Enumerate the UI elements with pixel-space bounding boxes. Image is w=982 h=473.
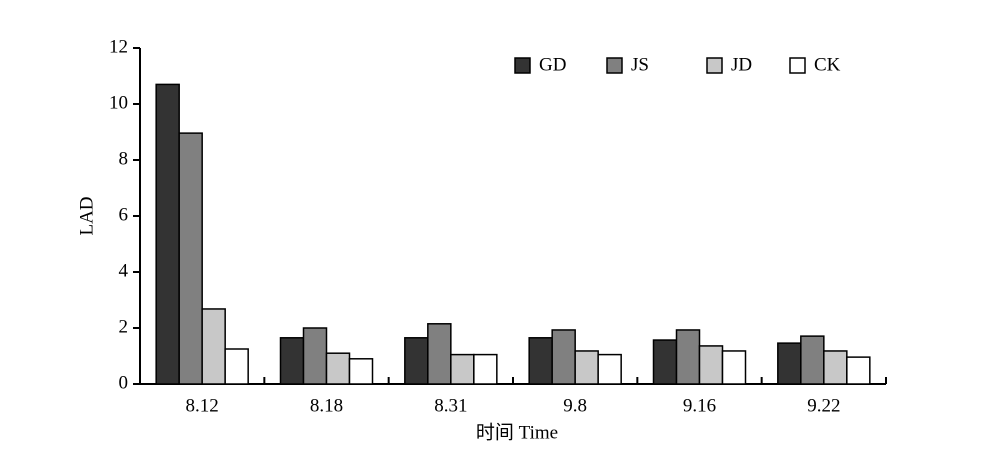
bar xyxy=(178,132,203,385)
legend-label: JD xyxy=(731,54,752,75)
bar xyxy=(404,337,429,385)
bar xyxy=(473,353,498,385)
legend-label: GD xyxy=(539,54,566,75)
y-tick-label: 2 xyxy=(119,316,129,337)
bar xyxy=(155,83,180,385)
bar xyxy=(574,350,599,385)
bar xyxy=(224,348,249,385)
x-tick-label: 8.31 xyxy=(434,395,467,416)
y-tick-label: 6 xyxy=(119,204,129,225)
y-tick-label: 0 xyxy=(119,372,129,393)
bar xyxy=(551,329,576,385)
bar xyxy=(348,358,374,385)
bar xyxy=(528,337,553,385)
x-tick-label: 8.12 xyxy=(186,395,219,416)
x-tick-label: 9.8 xyxy=(563,395,587,416)
bar xyxy=(698,345,724,385)
x-axis-label: 时间 Time xyxy=(476,421,558,443)
bar xyxy=(597,353,622,385)
y-tick-label: 4 xyxy=(119,260,129,281)
bar xyxy=(721,350,747,385)
bar xyxy=(846,356,871,385)
x-tick-label: 8.18 xyxy=(310,395,343,416)
bar xyxy=(675,329,701,385)
bar xyxy=(325,352,351,385)
bar xyxy=(427,323,452,385)
bar xyxy=(450,353,475,385)
legend-label: CK xyxy=(814,54,841,75)
legend-swatch xyxy=(606,57,623,74)
y-tick-label: 12 xyxy=(109,36,128,57)
y-axis-label: LAD xyxy=(76,196,97,235)
legend-swatch xyxy=(514,57,531,74)
bar xyxy=(279,337,305,385)
legend-swatch xyxy=(789,57,806,74)
bar xyxy=(823,350,848,385)
bar xyxy=(201,308,226,385)
bar xyxy=(777,342,802,385)
x-tick-label: 9.16 xyxy=(683,395,716,416)
legend-swatch xyxy=(706,57,723,74)
bar xyxy=(302,327,328,385)
legend-label: JS xyxy=(631,54,649,75)
y-tick-label: 8 xyxy=(119,148,129,169)
y-tick-label: 10 xyxy=(109,92,128,113)
bar xyxy=(800,335,825,385)
x-tick-label: 9.22 xyxy=(807,395,840,416)
bar xyxy=(652,339,678,385)
